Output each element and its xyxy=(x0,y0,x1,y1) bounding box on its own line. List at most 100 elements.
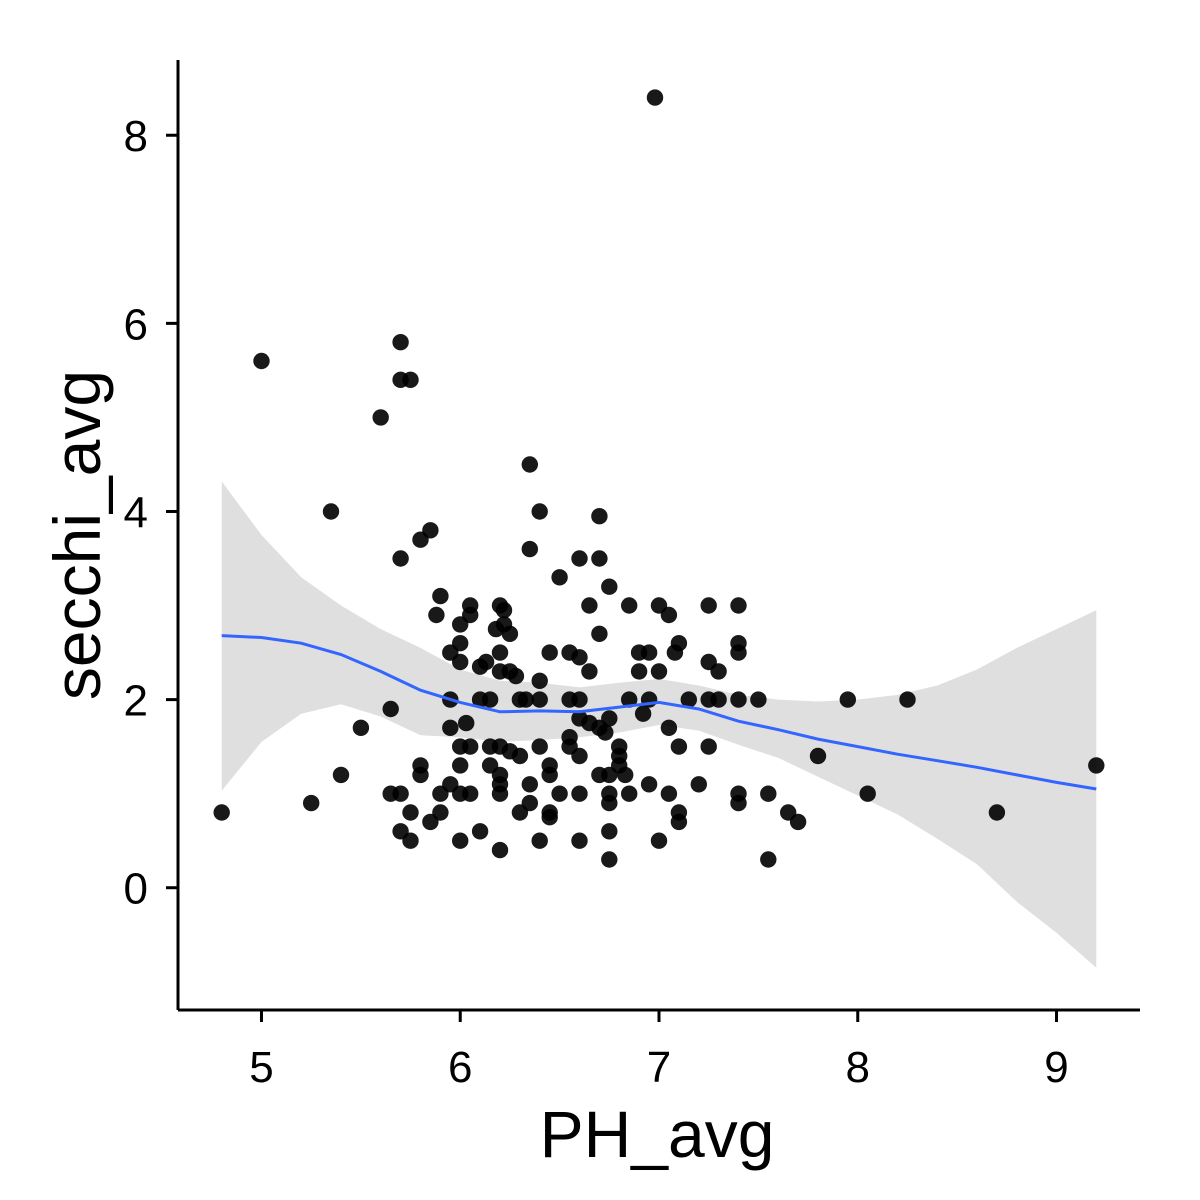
data-point xyxy=(521,776,538,793)
y-tick-label: 0 xyxy=(124,865,148,914)
data-point xyxy=(988,804,1006,821)
data-point xyxy=(402,804,419,821)
y-tick-label: 6 xyxy=(124,300,148,349)
data-point xyxy=(521,456,538,473)
data-point xyxy=(700,738,717,755)
data-point xyxy=(428,606,445,624)
data-point xyxy=(650,663,668,680)
data-point xyxy=(640,644,658,661)
data-point xyxy=(621,691,638,708)
data-point xyxy=(617,766,634,784)
data-point xyxy=(531,832,548,849)
data-point xyxy=(730,597,747,614)
data-point xyxy=(495,602,513,619)
data-point xyxy=(859,785,876,802)
smooth-line-layer xyxy=(221,634,1097,791)
data-point xyxy=(670,635,688,652)
data-point xyxy=(601,710,618,727)
data-point xyxy=(507,667,525,685)
data-point xyxy=(462,738,479,755)
x-axis-title: PH_avg xyxy=(540,1097,775,1171)
data-point xyxy=(481,691,499,708)
data-point xyxy=(452,635,469,652)
data-point xyxy=(630,663,648,680)
data-point xyxy=(477,653,495,671)
data-point xyxy=(213,804,230,821)
data-point xyxy=(660,719,678,736)
data-point xyxy=(452,832,469,849)
data-point xyxy=(601,794,618,812)
data-point xyxy=(760,785,777,802)
data-point xyxy=(402,371,419,388)
data-point xyxy=(303,794,320,812)
data-point xyxy=(760,851,777,868)
data-point xyxy=(730,691,747,708)
data-point xyxy=(680,691,697,708)
data-point xyxy=(670,813,688,831)
data-point xyxy=(372,409,389,426)
data-point xyxy=(551,785,568,802)
data-point xyxy=(730,644,747,661)
data-point xyxy=(571,550,588,567)
ticks-layer: 5 6 7 8 9 0 2 4 6 8 xyxy=(124,112,1069,1092)
data-point xyxy=(730,794,747,812)
data-point xyxy=(253,352,270,370)
x-tick-label: 9 xyxy=(1044,1043,1068,1092)
data-point xyxy=(491,841,509,859)
data-point xyxy=(517,691,534,708)
data-point xyxy=(621,597,638,614)
data-point xyxy=(332,766,350,784)
data-point xyxy=(591,508,608,525)
data-point xyxy=(422,522,439,539)
data-point xyxy=(601,823,618,840)
data-point xyxy=(491,785,509,802)
data-point xyxy=(621,785,638,802)
data-point xyxy=(899,691,916,708)
data-point xyxy=(352,719,370,736)
data-point xyxy=(571,691,588,708)
data-point xyxy=(412,766,429,784)
data-point xyxy=(710,691,727,708)
data-point xyxy=(601,851,618,868)
data-point xyxy=(690,776,707,793)
data-point xyxy=(670,738,688,755)
y-tick-label: 2 xyxy=(124,677,148,726)
y-tick-label: 8 xyxy=(124,112,148,161)
data-point xyxy=(646,89,664,106)
confidence-ribbon-layer xyxy=(221,481,1097,968)
data-point xyxy=(839,691,856,708)
data-point xyxy=(541,809,558,826)
smooth-line xyxy=(221,634,1097,791)
data-point xyxy=(392,550,409,567)
data-point xyxy=(442,719,459,736)
data-point xyxy=(531,503,548,520)
data-point xyxy=(432,804,449,821)
data-point xyxy=(462,785,479,802)
data-point xyxy=(531,738,548,755)
data-point xyxy=(591,550,608,567)
x-tick-label: 8 xyxy=(846,1043,870,1092)
data-point xyxy=(597,724,614,741)
data-point xyxy=(491,644,509,661)
data-point xyxy=(402,832,419,849)
data-point xyxy=(471,823,489,840)
data-point xyxy=(571,832,588,849)
data-point xyxy=(501,625,519,642)
data-point xyxy=(581,663,598,680)
data-point xyxy=(521,540,538,558)
data-point xyxy=(591,625,608,642)
x-tick-label: 5 xyxy=(249,1043,273,1092)
data-point xyxy=(640,776,658,793)
data-point xyxy=(660,785,678,802)
data-point xyxy=(571,649,588,666)
data-point xyxy=(660,606,678,624)
data-point xyxy=(581,597,598,614)
data-point xyxy=(571,747,588,765)
y-axis-title: secchi_avg xyxy=(40,370,114,700)
data-point xyxy=(462,597,479,614)
data-point xyxy=(511,747,529,765)
data-point xyxy=(750,691,767,708)
confidence-ribbon xyxy=(221,481,1097,968)
data-point xyxy=(458,714,475,732)
